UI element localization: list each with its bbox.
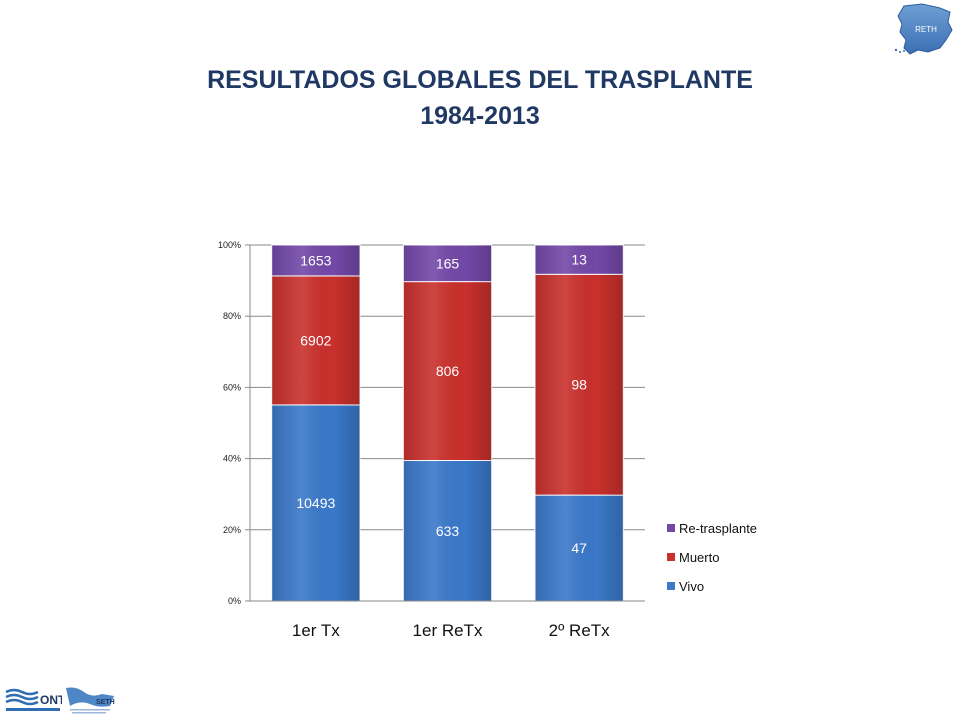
- reth-logo-text: RETH: [915, 25, 937, 34]
- y-tick-label: 20%: [223, 525, 241, 535]
- legend: Re-trasplante Muerto Vivo: [667, 521, 757, 594]
- bar-vivo-1-shade: [271, 404, 360, 601]
- legend-label: Muerto: [679, 550, 719, 565]
- data-label: 806: [436, 363, 460, 379]
- y-tick-label: 80%: [223, 311, 241, 321]
- x-tick-label: 1er ReTx: [413, 621, 483, 640]
- title-line-1: RESULTADOS GLOBALES DEL TRASPLANTE: [207, 66, 753, 94]
- data-label: 98: [571, 377, 587, 393]
- legend-swatch: [667, 553, 675, 561]
- bars: [271, 244, 624, 602]
- data-label: 633: [436, 523, 460, 539]
- ont-logo: ONT: [5, 688, 62, 711]
- bar-re-trasplante-3-shade: [535, 245, 624, 275]
- data-label: 1653: [300, 252, 331, 268]
- bar-vivo-3-shade: [535, 495, 624, 601]
- x-tick-label: 2º ReTx: [549, 621, 611, 640]
- axes: [245, 244, 645, 602]
- bar-vivo-2-shade: [403, 460, 492, 601]
- legend-swatch: [667, 524, 675, 532]
- y-tick-label: 40%: [223, 454, 241, 464]
- bar-re-trasplante-1-shade: [271, 245, 360, 276]
- data-label: 10493: [296, 495, 335, 511]
- bar-re-trasplante-2-shade: [403, 245, 492, 282]
- x-tick-label: 1er Tx: [292, 621, 340, 640]
- legend-swatch: [667, 582, 675, 590]
- seth-logo: SETH: [66, 687, 115, 714]
- y-tick-label: 60%: [223, 382, 241, 392]
- legend-label: Vivo: [679, 579, 704, 594]
- bar-muerto-3-shade: [535, 274, 624, 496]
- data-label: 47: [571, 540, 587, 556]
- data-label: 165: [436, 255, 460, 271]
- title-line-2: 1984-2013: [420, 102, 540, 130]
- bar-muerto-2-shade: [403, 281, 492, 461]
- seth-logo-text: SETH: [96, 699, 115, 706]
- bar-muerto-1-shade: [271, 275, 360, 405]
- y-tick-label: 0%: [228, 596, 241, 606]
- data-label: 6902: [300, 332, 331, 348]
- reth-logo: RETH: [894, 3, 953, 55]
- legend-label: Re-trasplante: [679, 521, 757, 536]
- y-tick-label: 100%: [218, 240, 241, 250]
- data-label: 13: [571, 252, 587, 268]
- ont-logo-text: ONT: [40, 693, 62, 707]
- slide-title: RESULTADOS GLOBALES DEL TRASPLANTE 1984-…: [0, 62, 960, 134]
- labels: 0% 20% 40% 60% 80% 100% 10493 6902 1653 1er Tx 633…: [218, 240, 610, 640]
